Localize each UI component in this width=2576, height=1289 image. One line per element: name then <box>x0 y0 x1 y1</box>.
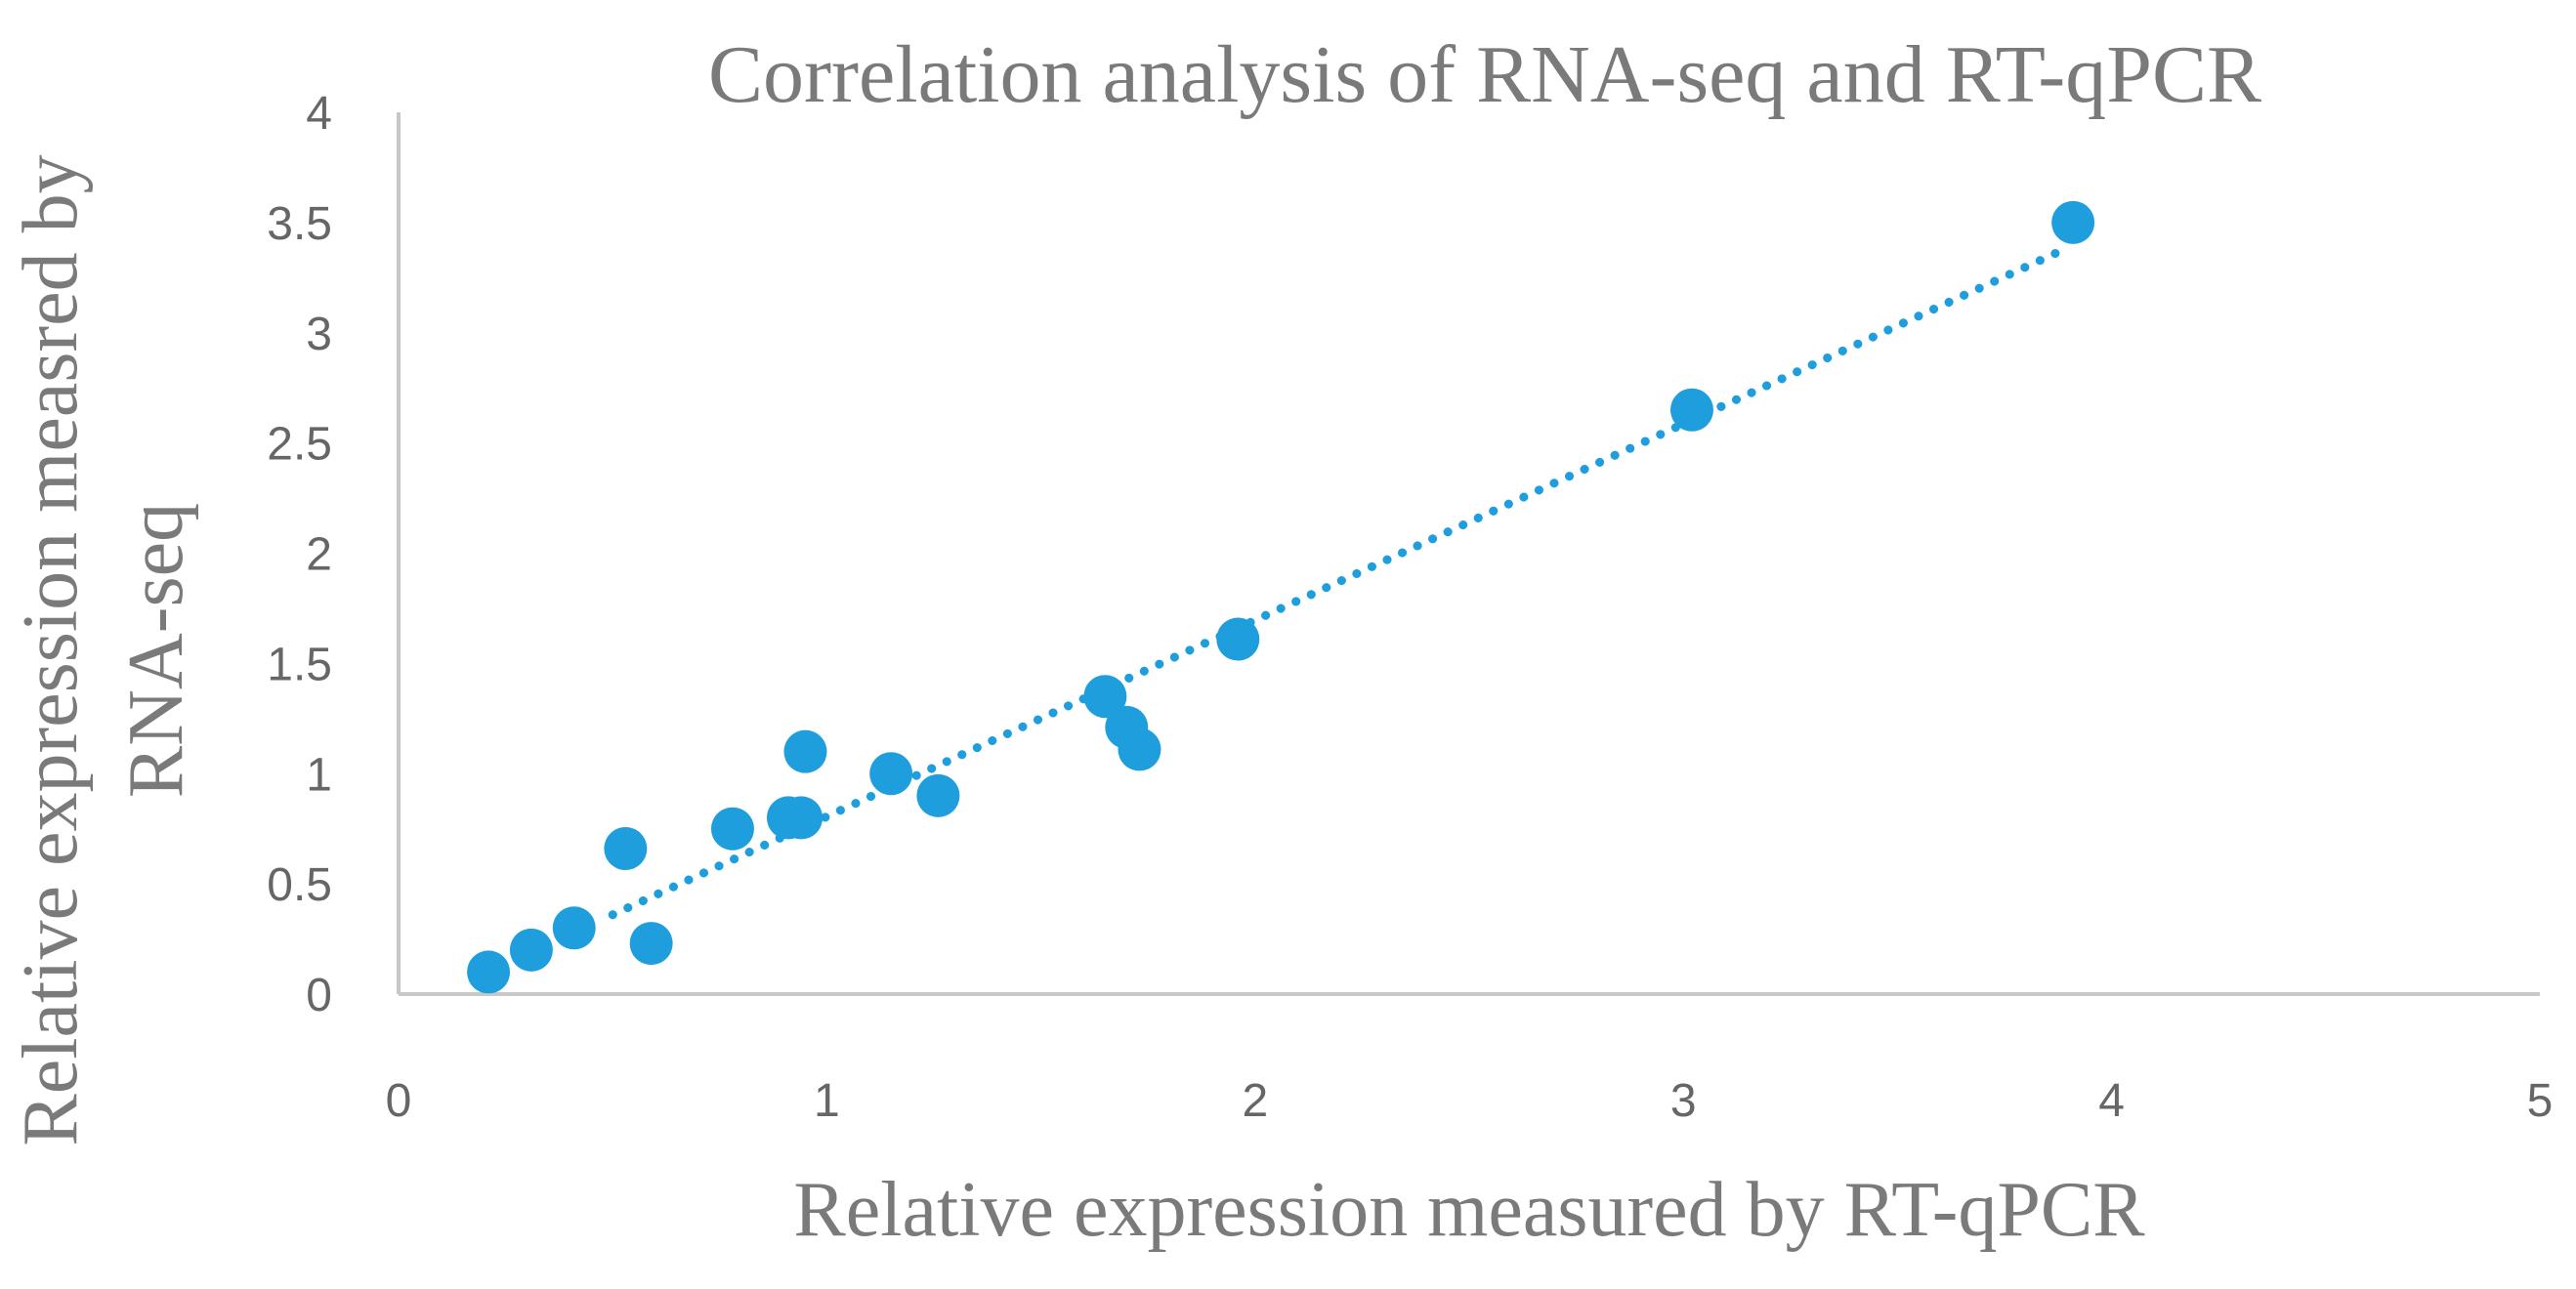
data-point <box>1083 675 1127 719</box>
y-tick-label: 3 <box>306 309 332 360</box>
data-point <box>629 922 673 966</box>
data-points <box>467 200 2095 994</box>
data-point <box>710 807 754 851</box>
y-tick-label: 2 <box>306 529 332 581</box>
y-axis-label: Relative expression measred by RNA-seq <box>8 154 199 1145</box>
x-tick-label: 5 <box>2527 1075 2554 1127</box>
y-tick-labels: 0 0.5 1 1.5 2 2.5 3 3.5 4 <box>267 88 332 1021</box>
x-tick-label: 4 <box>2098 1075 2125 1127</box>
data-point <box>780 796 823 840</box>
y-tick-label: 3.5 <box>267 198 332 250</box>
y-tick-label: 0.5 <box>267 859 332 911</box>
data-point <box>869 752 913 796</box>
x-tick-label: 3 <box>1670 1075 1697 1127</box>
data-point <box>783 729 827 773</box>
data-point <box>916 773 960 817</box>
y-tick-label: 2.5 <box>267 419 332 471</box>
x-tick-label: 2 <box>1242 1075 1268 1127</box>
x-tick-label: 0 <box>386 1075 412 1127</box>
data-point <box>604 827 648 871</box>
data-point <box>1118 728 1161 771</box>
data-point <box>509 928 553 972</box>
data-point <box>1669 388 1713 432</box>
trendline <box>608 246 2065 920</box>
y-tick-label: 0 <box>306 970 332 1021</box>
y-tick-label: 1.5 <box>267 639 332 690</box>
data-point <box>552 906 596 950</box>
y-tick-label: 1 <box>306 749 332 801</box>
y-tick-label: 4 <box>306 88 332 140</box>
x-tick-labels: 0 1 2 3 4 5 <box>386 1075 2554 1127</box>
data-point <box>467 950 511 994</box>
data-point <box>2051 200 2095 244</box>
data-point <box>1216 617 1260 661</box>
x-axis-label: Relative expression measured by RT-qPCR <box>793 1167 2145 1253</box>
y-axis-label-line-1: Relative expression measred by <box>8 154 94 1145</box>
x-tick-label: 1 <box>814 1075 840 1127</box>
chart-title: Correlation analysis of RNA-seq and RT-q… <box>708 29 2261 120</box>
y-axis-label-line-2: RNA-seq <box>113 503 199 798</box>
